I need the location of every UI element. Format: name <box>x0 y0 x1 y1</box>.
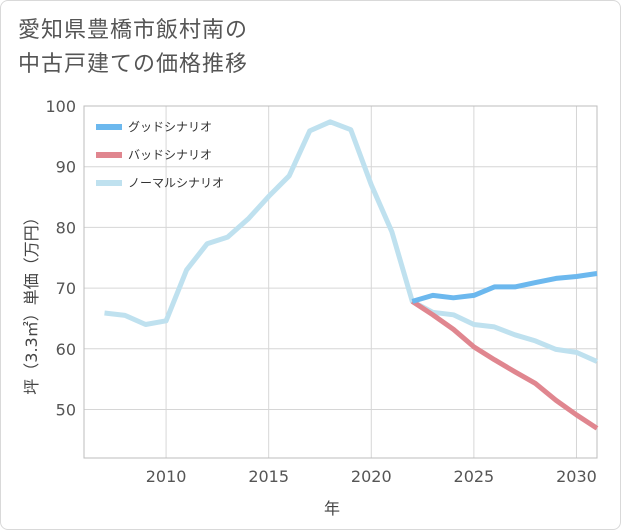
y-axis-label: 坪（3.3㎡）単価（万円） <box>22 209 41 394</box>
y-tick-label: 80 <box>56 218 76 237</box>
x-tick-label: 2015 <box>248 467 289 486</box>
y-tick-label: 90 <box>56 158 76 177</box>
series-line-1 <box>411 271 598 304</box>
series-line-2 <box>410 299 599 431</box>
grid-lines <box>84 105 597 458</box>
legend-label: ノーマルシナリオ <box>128 176 224 190</box>
y-tick-label: 60 <box>56 340 76 359</box>
legend-label: グッドシナリオ <box>128 120 212 134</box>
y-tick-label: 100 <box>45 97 76 116</box>
chart-title: 愛知県豊橋市飯村南の 中古戸建ての価格推移 <box>18 14 578 82</box>
plot-area-border <box>83 105 598 459</box>
y-tick-label: 70 <box>56 279 76 298</box>
x-tick-label: 2025 <box>454 467 495 486</box>
chart-title-line-2: 中古戸建ての価格推移 <box>18 52 249 77</box>
x-axis-ticks: 2010 2015 2020 2025 2030 <box>146 467 597 486</box>
legend-label: バッドシナリオ <box>128 148 212 162</box>
chart-title-line-1: 愛知県豊橋市飯村南の <box>18 18 249 43</box>
series-line-3 <box>104 119 599 364</box>
x-tick-label: 2010 <box>146 467 187 486</box>
y-axis-ticks: 50 60 70 80 90 100 <box>45 97 76 419</box>
x-axis-label: 年 <box>324 499 340 518</box>
y-tick-label: 50 <box>56 400 76 419</box>
series-lines <box>104 119 599 431</box>
x-tick-label: 2020 <box>351 467 392 486</box>
x-tick-label: 2030 <box>556 467 597 486</box>
